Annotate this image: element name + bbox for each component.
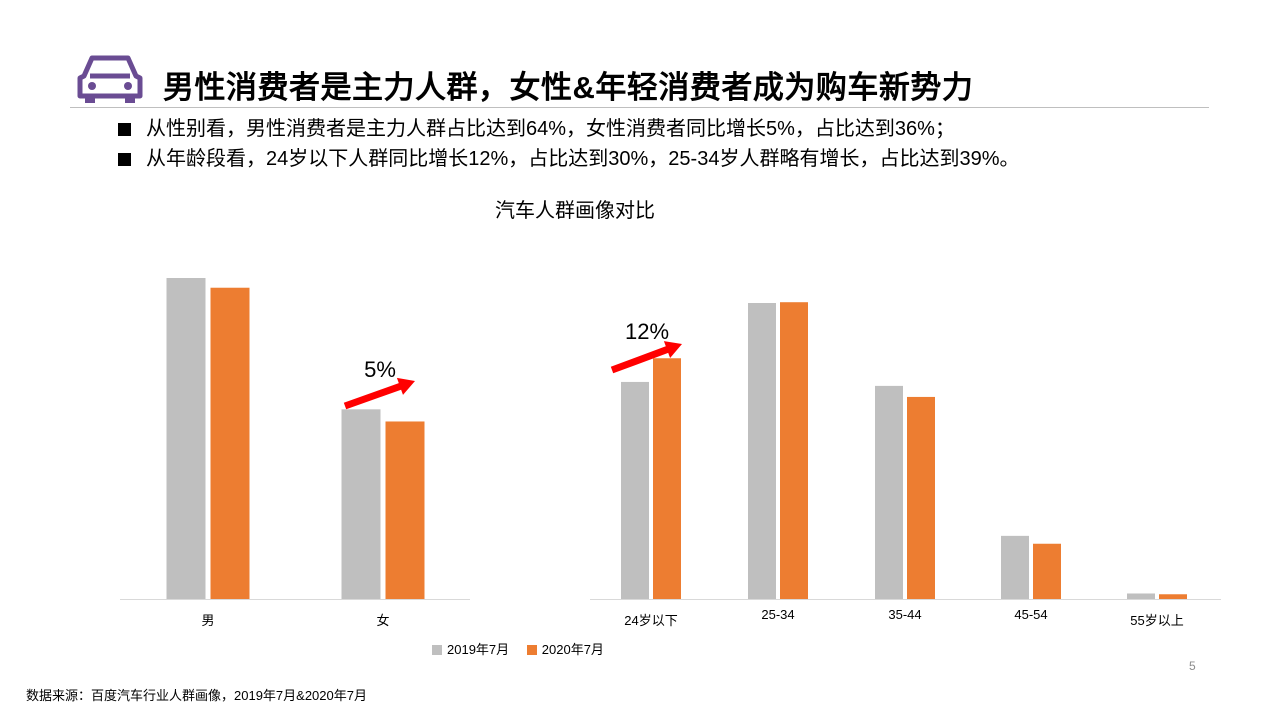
- x-tick-label: 35-44: [888, 607, 921, 622]
- x-tick-label: 25-34: [761, 607, 794, 622]
- legend-item-2019: 2019年7月: [432, 639, 509, 658]
- growth-annotation-label: 12%: [625, 319, 669, 344]
- bullet-square-icon: [118, 123, 131, 136]
- bullet-text: 从年龄段看，24岁以下人群同比增长12%，占比达到30%，25-34岁人群略有增…: [146, 148, 1020, 170]
- x-tick-label: 45-54: [1014, 607, 1047, 622]
- legend-label: 2020年7月: [541, 642, 604, 657]
- bullet-item: 从性别看，男性消费者是主力人群占比达到64%，女性消费者同比增长5%，占比达到3…: [118, 114, 1020, 144]
- bar-2020: [385, 421, 425, 599]
- page-number: 5: [1189, 659, 1196, 673]
- legend-swatch-2020: [526, 645, 537, 655]
- bar-2020: [907, 396, 935, 599]
- bar-2019: [341, 409, 381, 599]
- chart-legend: 2019年7月 2020年7月: [432, 639, 618, 658]
- bullet-text: 从性别看，男性消费者是主力人群占比达到64%，女性消费者同比增长5%，占比达到3…: [146, 118, 955, 140]
- x-tick-label: 女: [376, 613, 389, 628]
- bar-2019: [621, 381, 649, 599]
- bar-2019: [1127, 593, 1155, 599]
- bar-2020: [780, 302, 808, 599]
- x-tick-label: 55岁以上: [1130, 613, 1183, 628]
- bar-2019: [1001, 535, 1029, 599]
- bullet-square-icon: [118, 153, 131, 166]
- bar-2020: [653, 358, 681, 599]
- bar-2020: [1159, 594, 1187, 599]
- growth-annotation-label: 5%: [364, 357, 396, 382]
- bar-2019: [748, 303, 776, 599]
- bullet-item: 从年龄段看，24岁以下人群同比增长12%，占比达到30%，25-34岁人群略有增…: [118, 144, 1020, 174]
- legend-swatch-2019: [432, 645, 442, 655]
- title-divider: [70, 107, 1209, 108]
- bar-2020: [210, 287, 250, 599]
- legend-label: 2019年7月: [447, 642, 510, 657]
- bar-2019: [166, 278, 206, 599]
- source-note: 数据来源：百度汽车行业人群画像，2019年7月&2020年7月: [26, 688, 367, 703]
- chart-title: 汽车人群画像对比: [495, 200, 655, 222]
- bullet-list: 从性别看，男性消费者是主力人群占比达到64%，女性消费者同比增长5%，占比达到3…: [118, 114, 1020, 174]
- bar-2020: [1033, 543, 1061, 599]
- growth-arrow-icon: [343, 377, 415, 410]
- legend-item-2020: 2020年7月: [526, 639, 604, 658]
- x-tick-label: 24岁以下: [624, 613, 677, 628]
- bar-2019: [875, 385, 903, 599]
- car-icon: [77, 55, 143, 103]
- page-title: 男性消费者是主力人群，女性&年轻消费者成为购车新势力: [163, 70, 974, 105]
- x-tick-label: 男: [201, 613, 214, 628]
- growth-arrow-icon: [610, 341, 682, 374]
